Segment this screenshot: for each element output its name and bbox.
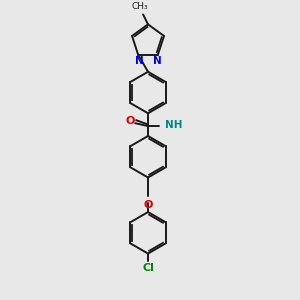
Text: O: O — [126, 116, 135, 126]
Text: NH: NH — [165, 120, 182, 130]
Text: N: N — [135, 56, 143, 66]
Text: CH₃: CH₃ — [132, 2, 148, 10]
Text: N: N — [152, 56, 161, 66]
Text: Cl: Cl — [142, 263, 154, 273]
Text: O: O — [143, 200, 153, 210]
